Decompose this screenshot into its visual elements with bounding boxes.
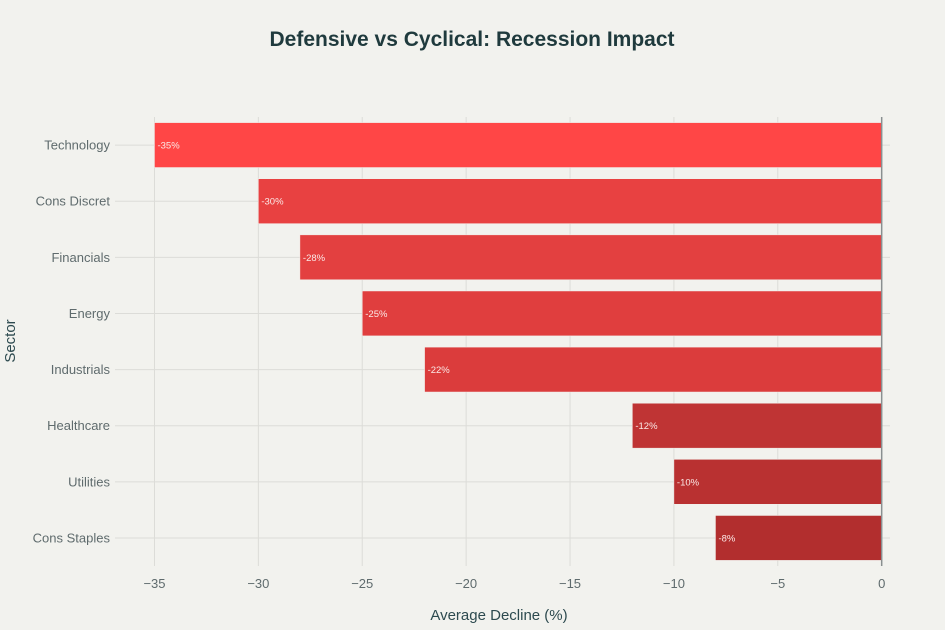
y-tick-label: Energy xyxy=(69,306,111,321)
x-tick-label: −20 xyxy=(455,576,477,591)
chart-title: Defensive vs Cyclical: Recession Impact xyxy=(269,28,674,51)
x-tick-label: −15 xyxy=(559,576,581,591)
data-label: -10% xyxy=(677,477,700,488)
x-tick-label: −25 xyxy=(351,576,373,591)
bar xyxy=(673,459,882,505)
bar xyxy=(424,346,882,393)
bar xyxy=(299,234,882,281)
data-label: -25% xyxy=(365,309,388,320)
y-tick-label: Technology xyxy=(44,138,110,153)
x-tick-label: −30 xyxy=(247,576,269,591)
bar xyxy=(154,122,882,168)
data-label: -28% xyxy=(303,253,326,264)
y-tick-label: Cons Discret xyxy=(36,194,111,209)
y-tick-label: Healthcare xyxy=(47,418,110,433)
data-label: -22% xyxy=(428,365,451,376)
data-label: -8% xyxy=(718,533,735,544)
x-tick-label: −35 xyxy=(143,576,165,591)
bars: -35% -30% -28% -25% -22% -12% -10% -8% xyxy=(154,117,883,566)
y-tick-label: Utilities xyxy=(68,474,110,489)
x-axis-ticks: −35 −30 −25 −20 −15 −10 −5 0 xyxy=(143,576,885,591)
y-tick-label: Financials xyxy=(51,250,110,265)
x-tick-label: −10 xyxy=(663,576,685,591)
y-axis-label: Sector xyxy=(2,319,19,362)
y-tick-label: Cons Staples xyxy=(33,530,111,545)
bar xyxy=(258,178,882,224)
x-axis-label: Average Decline (%) xyxy=(430,607,567,624)
x-tick-label: 0 xyxy=(878,576,885,591)
y-axis-ticks: Technology Cons Discret Financials Energy In… xyxy=(33,138,111,546)
bar xyxy=(362,290,882,337)
bar xyxy=(632,402,882,449)
data-label: -30% xyxy=(261,197,284,208)
data-label: -35% xyxy=(157,141,180,152)
y-tick-label: Industrials xyxy=(51,362,111,377)
x-tick-label: −5 xyxy=(770,576,785,591)
data-label: -12% xyxy=(635,421,658,432)
bar xyxy=(715,515,882,561)
